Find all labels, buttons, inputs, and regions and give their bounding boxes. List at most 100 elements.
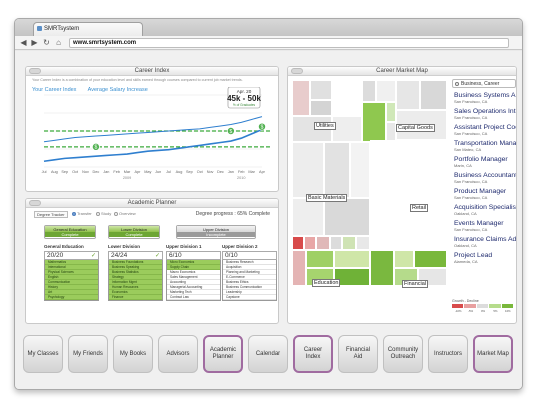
nav-my-books[interactable]: My Books: [113, 335, 153, 373]
job-listing[interactable]: Product Manager San Francisco, CA: [454, 188, 516, 200]
treemap-tile[interactable]: [324, 142, 350, 198]
treemap-tile[interactable]: [386, 122, 396, 142]
course-item[interactable]: Strategy: [109, 275, 162, 280]
treemap-tile[interactable]: [370, 250, 394, 286]
course-item[interactable]: Business Statistics: [109, 270, 162, 275]
course-item[interactable]: Supply Chain: [167, 265, 220, 270]
nav-community-outreach[interactable]: Community Outreach: [383, 335, 423, 373]
course-item[interactable]: Planning and Marketing: [223, 270, 276, 275]
course-item[interactable]: Accounting: [167, 280, 220, 285]
course-item[interactable]: Psychology: [45, 295, 98, 300]
job-listing[interactable]: Sales Operations InternSan Francisco, CA: [454, 108, 516, 120]
course-item[interactable]: Leadership: [223, 290, 276, 295]
dollar-marker-icon[interactable]: [257, 122, 266, 131]
treemap-tile[interactable]: [362, 102, 386, 142]
treemap-tile[interactable]: [376, 80, 396, 102]
treemap-tile[interactable]: [316, 236, 330, 250]
treemap-tile[interactable]: [342, 236, 356, 250]
course-item[interactable]: Business Ethics: [223, 280, 276, 285]
course-item[interactable]: Micro Economics: [167, 260, 220, 265]
nav-financial-aid[interactable]: Financial Aid: [338, 335, 378, 373]
course-item[interactable]: Communication: [45, 280, 98, 285]
treemap-tile[interactable]: [356, 236, 370, 250]
course-item[interactable]: History: [45, 285, 98, 290]
course-item[interactable]: Human Resources: [109, 285, 162, 290]
course-item[interactable]: Business Communication: [223, 285, 276, 290]
course-item[interactable]: Macro Economics: [167, 270, 220, 275]
degree-tracker-select[interactable]: Degree Tracker: [34, 211, 68, 218]
job-listing[interactable]: Business Systems AnalystSan Francisco, C…: [454, 92, 516, 104]
job-listing[interactable]: Events Manager San Francisco, CA: [454, 220, 516, 232]
nav-my-friends[interactable]: My Friends: [68, 335, 108, 373]
market-search-input[interactable]: Business, Career: [452, 79, 516, 88]
treemap-tile[interactable]: [362, 80, 376, 102]
panel-handle-icon[interactable]: [29, 68, 41, 74]
treemap-tile[interactable]: [350, 142, 370, 198]
status-lower-division[interactable]: Lower Division Complete: [108, 225, 160, 239]
treemap-tile[interactable]: [330, 236, 342, 250]
treemap-tile[interactable]: [396, 80, 420, 110]
treemap-tile[interactable]: [386, 102, 396, 122]
course-item[interactable]: International: [45, 265, 98, 270]
nav-my-classes[interactable]: My Classes: [23, 335, 63, 373]
browser-tab[interactable]: SMRTsystem: [33, 22, 143, 36]
treemap-tile[interactable]: [292, 142, 324, 198]
course-item[interactable]: E-Commerce: [223, 275, 276, 280]
course-item[interactable]: English: [45, 275, 98, 280]
treemap-tile[interactable]: [292, 250, 306, 286]
reload-icon[interactable]: ↻: [43, 38, 50, 47]
course-item[interactable]: Business Speaking: [109, 265, 162, 270]
job-listing[interactable]: Acquisition Specialist Oakland, CA: [454, 204, 516, 216]
course-item[interactable]: Capstone: [223, 295, 276, 300]
back-arrow-icon[interactable]: ◀: [20, 38, 27, 47]
course-item[interactable]: Physical Sciences: [45, 270, 98, 275]
dollar-marker-icon[interactable]: [226, 127, 235, 136]
job-listing[interactable]: Portfolio Manager Marin, CA: [454, 156, 516, 168]
treemap-tile[interactable]: [334, 250, 370, 268]
status-upper-division[interactable]: Upper Division Incomplete: [176, 225, 256, 239]
nav-instructors[interactable]: Instructors: [428, 335, 468, 373]
course-item[interactable]: Art: [45, 290, 98, 295]
treemap-tile[interactable]: [292, 198, 324, 236]
treemap-tile[interactable]: [370, 140, 447, 250]
dollar-marker-icon[interactable]: [91, 142, 100, 151]
nav-academic-planner[interactable]: Academic Planner: [203, 335, 243, 373]
treemap-tile[interactable]: [310, 80, 332, 100]
status-general-education[interactable]: General Education Complete: [44, 225, 96, 239]
treemap-tile[interactable]: [420, 80, 447, 110]
nav-advisors[interactable]: Advisors: [158, 335, 198, 373]
treemap-tile[interactable]: [306, 250, 334, 268]
option-transfer[interactable]: Transfer: [72, 211, 92, 216]
course-item[interactable]: Mathematics: [45, 260, 98, 265]
course-item[interactable]: Business Foundations: [109, 260, 162, 265]
treemap-tile[interactable]: [414, 250, 447, 268]
treemap-tile[interactable]: [332, 80, 362, 116]
job-listing[interactable]: Insurance Claims AdjusterOakland, CA: [454, 236, 516, 248]
treemap-tile[interactable]: [292, 80, 310, 116]
job-listing[interactable]: Project Lead Alameda, CA: [454, 252, 516, 264]
nav-career-index[interactable]: Career Index: [293, 335, 333, 373]
job-listing[interactable]: Assistant Project Coord.San Francisco, C…: [454, 124, 516, 136]
option-study[interactable]: Study: [96, 211, 111, 216]
course-item[interactable]: Marketing Tech: [167, 290, 220, 295]
treemap-tile[interactable]: [292, 236, 304, 250]
address-bar[interactable]: www.smrtsystem.com: [69, 38, 509, 48]
course-item[interactable]: Business Research: [223, 260, 276, 265]
course-item[interactable]: Economics: [109, 290, 162, 295]
course-item[interactable]: Information Mgmt: [109, 280, 162, 285]
treemap-tile[interactable]: [394, 250, 414, 268]
job-listing[interactable]: Business Accountant San Francisco, CA: [454, 172, 516, 184]
nav-market-map[interactable]: Market Map: [473, 335, 513, 373]
home-icon[interactable]: ⌂: [56, 38, 61, 47]
treemap-tile[interactable]: [324, 198, 370, 236]
treemap-tile[interactable]: [334, 268, 370, 286]
course-item[interactable]: Finance: [109, 295, 162, 300]
option-overview[interactable]: Overview: [114, 211, 136, 216]
course-item[interactable]: Contract Law: [167, 295, 220, 300]
treemap-tile[interactable]: [310, 100, 332, 116]
course-item[interactable]: Sales Management: [167, 275, 220, 280]
nav-calendar[interactable]: Calendar: [248, 335, 288, 373]
treemap-tile[interactable]: [304, 236, 316, 250]
treemap-tile[interactable]: [332, 116, 362, 142]
panel-handle-icon[interactable]: [291, 68, 303, 74]
